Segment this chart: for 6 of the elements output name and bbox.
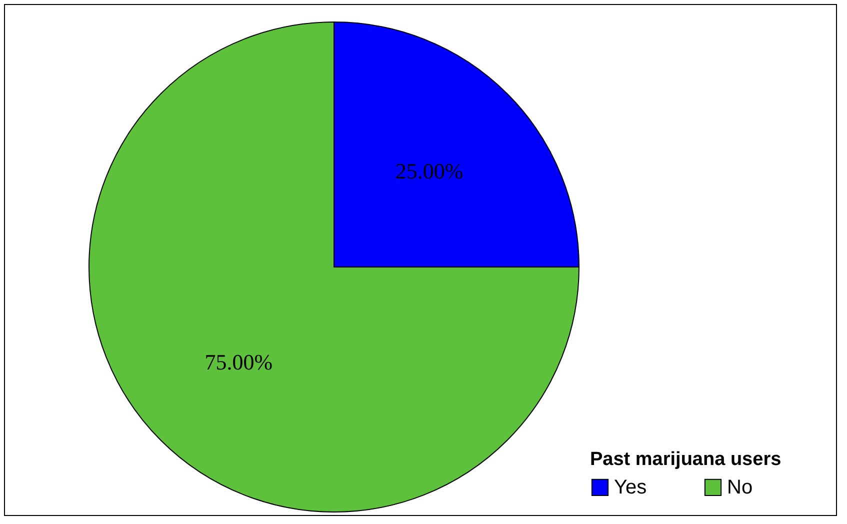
legend-label: Yes bbox=[614, 476, 647, 498]
data-label: 75.00% bbox=[204, 349, 273, 374]
data-label: 25.00% bbox=[395, 158, 464, 184]
pie-slice bbox=[88, 22, 580, 512]
legend-label: No bbox=[727, 476, 753, 498]
legend-title: Past marijuana users bbox=[590, 449, 782, 470]
